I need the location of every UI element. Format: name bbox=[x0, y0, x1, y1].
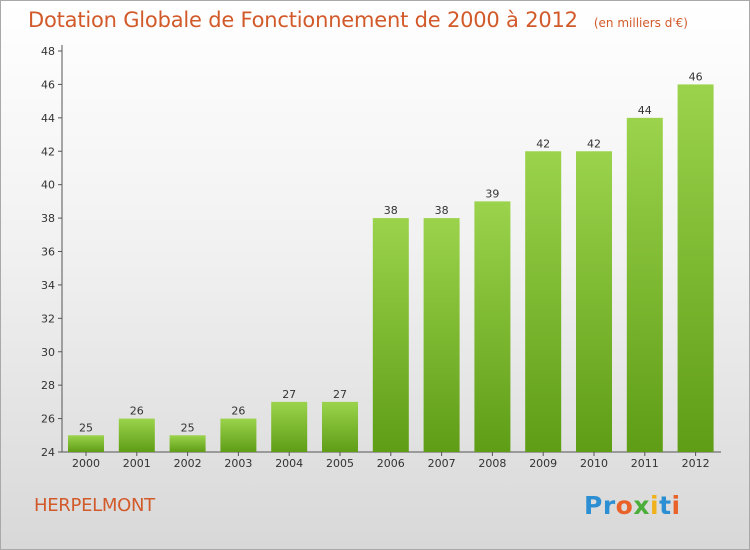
data-label: 27 bbox=[282, 388, 296, 401]
chart-title-block: Dotation Globale de Fonctionnement de 20… bbox=[28, 8, 688, 32]
y-tick-label: 40 bbox=[41, 179, 55, 192]
x-tick-label: 2009 bbox=[529, 457, 557, 470]
bar bbox=[271, 401, 308, 452]
x-tick-label: 2011 bbox=[631, 457, 659, 470]
data-label: 25 bbox=[79, 421, 93, 434]
chart-title: Dotation Globale de Fonctionnement de 20… bbox=[28, 8, 578, 32]
data-label: 46 bbox=[689, 70, 703, 83]
y-tick-label: 28 bbox=[41, 379, 55, 392]
data-label: 38 bbox=[435, 204, 449, 217]
data-label: 42 bbox=[587, 137, 601, 150]
data-label: 38 bbox=[384, 204, 398, 217]
x-tick-label: 2002 bbox=[174, 457, 202, 470]
data-label: 42 bbox=[536, 137, 550, 150]
y-tick-label: 30 bbox=[41, 346, 55, 359]
bar bbox=[322, 401, 358, 452]
x-tick-label: 2005 bbox=[326, 457, 354, 470]
logo-part: i bbox=[671, 491, 681, 520]
x-tick-label: 2006 bbox=[377, 457, 405, 470]
x-tick-label: 2004 bbox=[275, 457, 303, 470]
y-tick-label: 36 bbox=[41, 246, 55, 259]
y-tick-label: 42 bbox=[41, 145, 55, 158]
data-label: 25 bbox=[181, 421, 195, 434]
chart-subtitle: (en milliers d'€) bbox=[593, 16, 688, 30]
logo-part: i bbox=[649, 491, 660, 520]
x-tick-label: 2003 bbox=[224, 457, 252, 470]
logo-part: Pr bbox=[584, 491, 616, 520]
logo-part: t bbox=[659, 491, 672, 520]
bar bbox=[525, 151, 562, 452]
bar bbox=[220, 418, 257, 452]
y-tick-label: 24 bbox=[41, 446, 55, 459]
commune-name: HERPELMONT bbox=[34, 495, 155, 516]
y-tick-label: 48 bbox=[41, 45, 55, 58]
y-tick-label: 32 bbox=[41, 312, 55, 325]
logo-part: o bbox=[615, 491, 634, 520]
bar bbox=[626, 117, 663, 452]
bar bbox=[68, 435, 104, 452]
proxiti-logo: Proxiti bbox=[584, 491, 681, 520]
bar bbox=[118, 418, 155, 452]
data-label: 26 bbox=[130, 405, 144, 418]
x-tick-label: 2000 bbox=[72, 457, 100, 470]
x-tick-label: 2012 bbox=[682, 457, 710, 470]
bar bbox=[169, 435, 206, 452]
bar bbox=[423, 218, 460, 452]
x-tick-label: 2001 bbox=[123, 457, 151, 470]
bar bbox=[677, 84, 714, 453]
x-tick-label: 2010 bbox=[580, 457, 608, 470]
x-tick-label: 2008 bbox=[478, 457, 506, 470]
bar bbox=[576, 151, 612, 452]
y-tick-label: 44 bbox=[41, 112, 55, 125]
y-tick-label: 26 bbox=[41, 413, 55, 426]
data-label: 44 bbox=[638, 104, 652, 117]
x-tick-label: 2007 bbox=[428, 457, 456, 470]
y-tick-label: 34 bbox=[41, 279, 55, 292]
logo-part: x bbox=[633, 491, 650, 520]
bar bbox=[372, 218, 409, 452]
data-label: 39 bbox=[485, 187, 499, 200]
y-tick-label: 38 bbox=[41, 212, 55, 225]
bar bbox=[474, 201, 511, 452]
data-label: 27 bbox=[333, 388, 347, 401]
data-label: 26 bbox=[231, 405, 245, 418]
y-tick-label: 46 bbox=[41, 78, 55, 91]
